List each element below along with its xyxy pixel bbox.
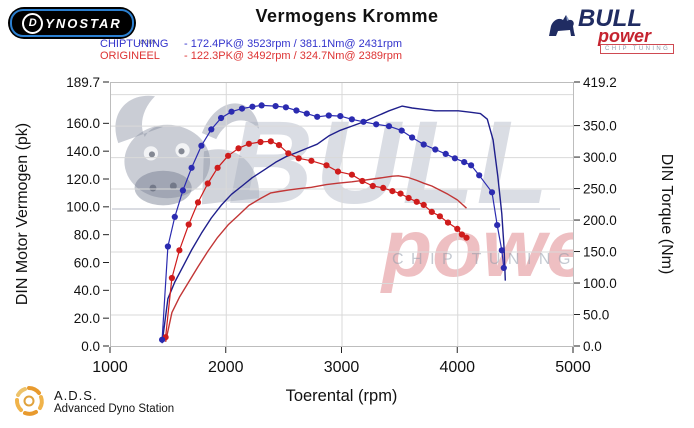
- x-tick-label: 1000: [92, 359, 128, 376]
- ads-text-block: A.D.S. Advanced Dyno Station: [54, 388, 174, 415]
- ads-branding: A.D.S. Advanced Dyno Station: [12, 384, 174, 418]
- watermark-bull-text: BULL: [228, 97, 551, 229]
- bull-icon: [549, 15, 575, 36]
- left-axis-title: DIN Motor Vermogen (pk): [14, 123, 31, 305]
- bull-logo-tagline: CHIP TUNING: [600, 44, 675, 54]
- bullpower-logo: BULL power CHIP TUNING: [546, 3, 686, 55]
- dynostar-pill: D YNOSTAR: [8, 7, 136, 39]
- right-tick-label: 350.0: [583, 118, 617, 133]
- x-tick-label: 3000: [324, 359, 360, 376]
- legend-chiptuning-values: - 172.4PK@ 3523rpm / 381.1Nm@ 2431rpm: [184, 38, 402, 50]
- left-tick-label: 40.0: [74, 283, 100, 298]
- chart-legend: CHIPTUNING - 172.4PK@ 3523rpm / 381.1Nm@ …: [100, 38, 402, 62]
- legend-chiptuning-name: CHIPTUNING: [100, 38, 169, 50]
- dynostar-wordmark: YNOSTAR: [45, 15, 122, 31]
- page-title: Vermogens Kromme: [255, 6, 439, 26]
- dynostar-pill-ring: D YNOSTAR: [10, 9, 134, 37]
- series-chiptuning_torque_nm: [159, 102, 507, 343]
- bull-logo-name: BULL: [578, 5, 642, 32]
- left-tick-label: 0.0: [81, 339, 100, 354]
- watermark-chiptuning-text: CHIP TUNING: [392, 251, 578, 268]
- right-tick-label: 250.0: [583, 181, 617, 196]
- bull-watermark-image: [115, 95, 260, 206]
- x-tick-label: 5000: [555, 359, 591, 376]
- ads-logo-icon: [15, 386, 44, 416]
- legend-origineel: ORIGINEEL - 122.3PK@ 3492rpm / 324.7Nm@ 2…: [100, 50, 402, 62]
- left-tick-label: 100.0: [66, 200, 100, 215]
- left-tick-label: 120.0: [66, 172, 100, 187]
- right-tick-label: 100.0: [583, 276, 617, 291]
- left-tick-label: 140.0: [66, 144, 100, 159]
- x-tick-label: 2000: [208, 359, 244, 376]
- watermark-power-text: power: [380, 203, 628, 294]
- dynostar-d-emblem: D: [22, 12, 44, 34]
- legend-chiptuning: CHIPTUNING - 172.4PK@ 3523rpm / 381.1Nm@ …: [100, 38, 402, 50]
- right-axis-title: DIN Torque (Nm): [658, 154, 675, 275]
- left-tick-label: 60.0: [74, 255, 100, 270]
- bull-logo-power: power: [598, 26, 652, 46]
- legend-origineel-name: ORIGINEEL: [100, 50, 160, 62]
- series-origineel_torque_nm: [162, 138, 470, 341]
- x-axis-title: Toerental (rpm): [286, 387, 398, 405]
- dynostar-domain-suffix: .com: [138, 37, 156, 46]
- plot-border: [110, 82, 574, 347]
- right-tick-label: 200.0: [583, 213, 617, 228]
- left-tick-label: 189.7: [66, 75, 100, 90]
- right-tick-label: 0.0: [583, 339, 602, 354]
- x-tick-label: 4000: [439, 359, 475, 376]
- ads-full-name: Advanced Dyno Station: [54, 402, 175, 415]
- series-origineel_power_pk: [164, 175, 467, 342]
- right-tick-label: 300.0: [583, 150, 617, 165]
- right-tick-label: 50.0: [583, 307, 609, 322]
- right-tick-label: 150.0: [583, 244, 617, 259]
- dynostar-logo: D YNOSTAR .com: [8, 7, 168, 49]
- left-tick-label: 160.0: [66, 116, 100, 131]
- right-tick-label: 419.2: [583, 75, 617, 90]
- left-tick-label: 80.0: [74, 227, 100, 242]
- legend-origineel-values: - 122.3PK@ 3492rpm / 324.7Nm@ 2389rpm: [184, 50, 402, 62]
- ads-abbreviation: A.D.S.: [54, 387, 98, 403]
- axis-tick-labels: 0.0 20.0 40.0 60.0 80.0 100.0 120.0 140.0 160.0 1…: [66, 75, 617, 376]
- axis-ticks: [103, 81, 580, 353]
- series-chiptuning_power_pk: [161, 105, 506, 344]
- left-tick-label: 20.0: [74, 311, 100, 326]
